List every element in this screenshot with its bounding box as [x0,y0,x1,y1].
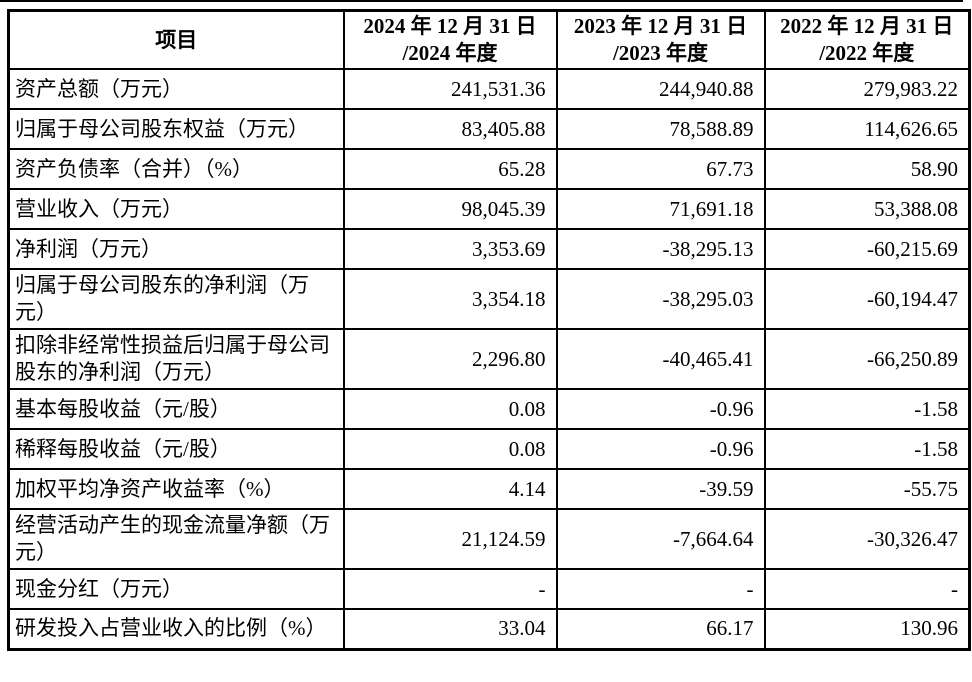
row-value: - [342,568,558,610]
header-line: 项目 [155,27,198,52]
row-label: 现金分红（万元） [7,568,345,610]
header-line: 2023 年 12 月 31 日 [573,14,748,38]
table-row: 加权平均净资产收益率（%） 4.14 -39.59 -55.75 [7,468,971,510]
row-value: 3,353.69 [342,228,558,270]
row-value: 114,626.65 [763,108,971,150]
row-value: 71,691.18 [555,188,766,230]
table-body: 资产总额（万元） 241,531.36 244,940.88 279,983.22 归属… [7,68,971,650]
header-line: 2024 年 12 月 31 日 [363,14,537,38]
row-value: -38,295.03 [555,268,766,330]
row-label: 归属于母公司股东的净利润（万元） [7,268,345,330]
table-row: 扣除非经常性损益后归属于母公司股东的净利润（万元） 2,296.80 -40,465… [7,328,971,390]
row-value: -60,215.69 [763,228,971,270]
row-value: 130.96 [763,608,971,650]
header-line: 2022 年 12 月 31 日 [780,14,954,38]
row-value: 0.08 [342,388,558,430]
top-rule [0,0,963,2]
row-value: - [555,568,766,610]
row-label: 扣除非经常性损益后归属于母公司股东的净利润（万元） [7,328,345,390]
row-value: -39.59 [555,468,766,510]
row-value: -30,326.47 [763,508,971,570]
row-value: 241,531.36 [342,68,558,110]
row-value: 21,124.59 [342,508,558,570]
column-header-2022: 2022 年 12 月 31 日 /2022 年度 [763,9,971,70]
row-value: -1.58 [763,428,971,470]
row-value: 33.04 [342,608,558,650]
table-header: 项目 2024 年 12 月 31 日 /2024 年度 2023 年 12 月… [7,9,971,70]
row-value: 279,983.22 [763,68,971,110]
row-label: 营业收入（万元） [7,188,345,230]
table-row: 归属于母公司股东的净利润（万元） 3,354.18 -38,295.03 -60,19… [7,268,971,330]
table-row: 研发投入占营业收入的比例（%） 33.04 66.17 130.96 [7,608,971,650]
row-label: 基本每股收益（元/股） [7,388,345,430]
table-row: 基本每股收益（元/股） 0.08 -0.96 -1.58 [7,388,971,430]
table-row: 营业收入（万元） 98,045.39 71,691.18 53,388.08 [7,188,971,230]
financial-summary-table: 项目 2024 年 12 月 31 日 /2024 年度 2023 年 12 月… [7,9,971,651]
row-value: 67.73 [555,148,766,190]
header-line: /2022 年度 [819,41,915,65]
row-label: 净利润（万元） [7,228,345,270]
column-header-2023: 2023 年 12 月 31 日 /2023 年度 [555,9,766,70]
row-value: -60,194.47 [763,268,971,330]
header-line: /2024 年度 [402,41,498,65]
table-row: 现金分红（万元） - - - [7,568,971,610]
row-value: -7,664.64 [555,508,766,570]
row-label: 归属于母公司股东权益（万元） [7,108,345,150]
header-row: 项目 2024 年 12 月 31 日 /2024 年度 2023 年 12 月… [7,9,971,70]
row-value: -0.96 [555,388,766,430]
row-value: 58.90 [763,148,971,190]
column-header-2024: 2024 年 12 月 31 日 /2024 年度 [342,9,558,70]
row-label: 资产负债率（合并）（%） [7,148,345,190]
table-row: 资产负债率（合并）（%） 65.28 67.73 58.90 [7,148,971,190]
row-value: 98,045.39 [342,188,558,230]
row-label: 研发投入占营业收入的比例（%） [7,608,345,650]
row-value: -40,465.41 [555,328,766,390]
table-row: 稀释每股收益（元/股） 0.08 -0.96 -1.58 [7,428,971,470]
row-label: 资产总额（万元） [7,68,345,110]
row-value: 4.14 [342,468,558,510]
column-header-item: 项目 [7,9,345,70]
row-label: 稀释每股收益（元/股） [7,428,345,470]
header-line: /2023 年度 [612,41,709,65]
row-value: -55.75 [763,468,971,510]
table-row: 归属于母公司股东权益（万元） 83,405.88 78,588.89 114,626.… [7,108,971,150]
row-label: 加权平均净资产收益率（%） [7,468,345,510]
row-value: 244,940.88 [555,68,766,110]
row-value: 83,405.88 [342,108,558,150]
row-label: 经营活动产生的现金流量净额（万元） [7,508,345,570]
table-row: 经营活动产生的现金流量净额（万元） 21,124.59 -7,664.64 -30,3… [7,508,971,570]
row-value: 78,588.89 [555,108,766,150]
row-value: -66,250.89 [763,328,971,390]
row-value: -0.96 [555,428,766,470]
row-value: 0.08 [342,428,558,470]
row-value: 66.17 [555,608,766,650]
row-value: -38,295.13 [555,228,766,270]
row-value: 3,354.18 [342,268,558,330]
row-value: 65.28 [342,148,558,190]
row-value: 53,388.08 [763,188,971,230]
table-row: 资产总额（万元） 241,531.36 244,940.88 279,983.22 [7,68,971,110]
row-value: 2,296.80 [342,328,558,390]
table-row: 净利润（万元） 3,353.69 -38,295.13 -60,215.69 [7,228,971,270]
row-value: -1.58 [763,388,971,430]
row-value: - [763,568,971,610]
